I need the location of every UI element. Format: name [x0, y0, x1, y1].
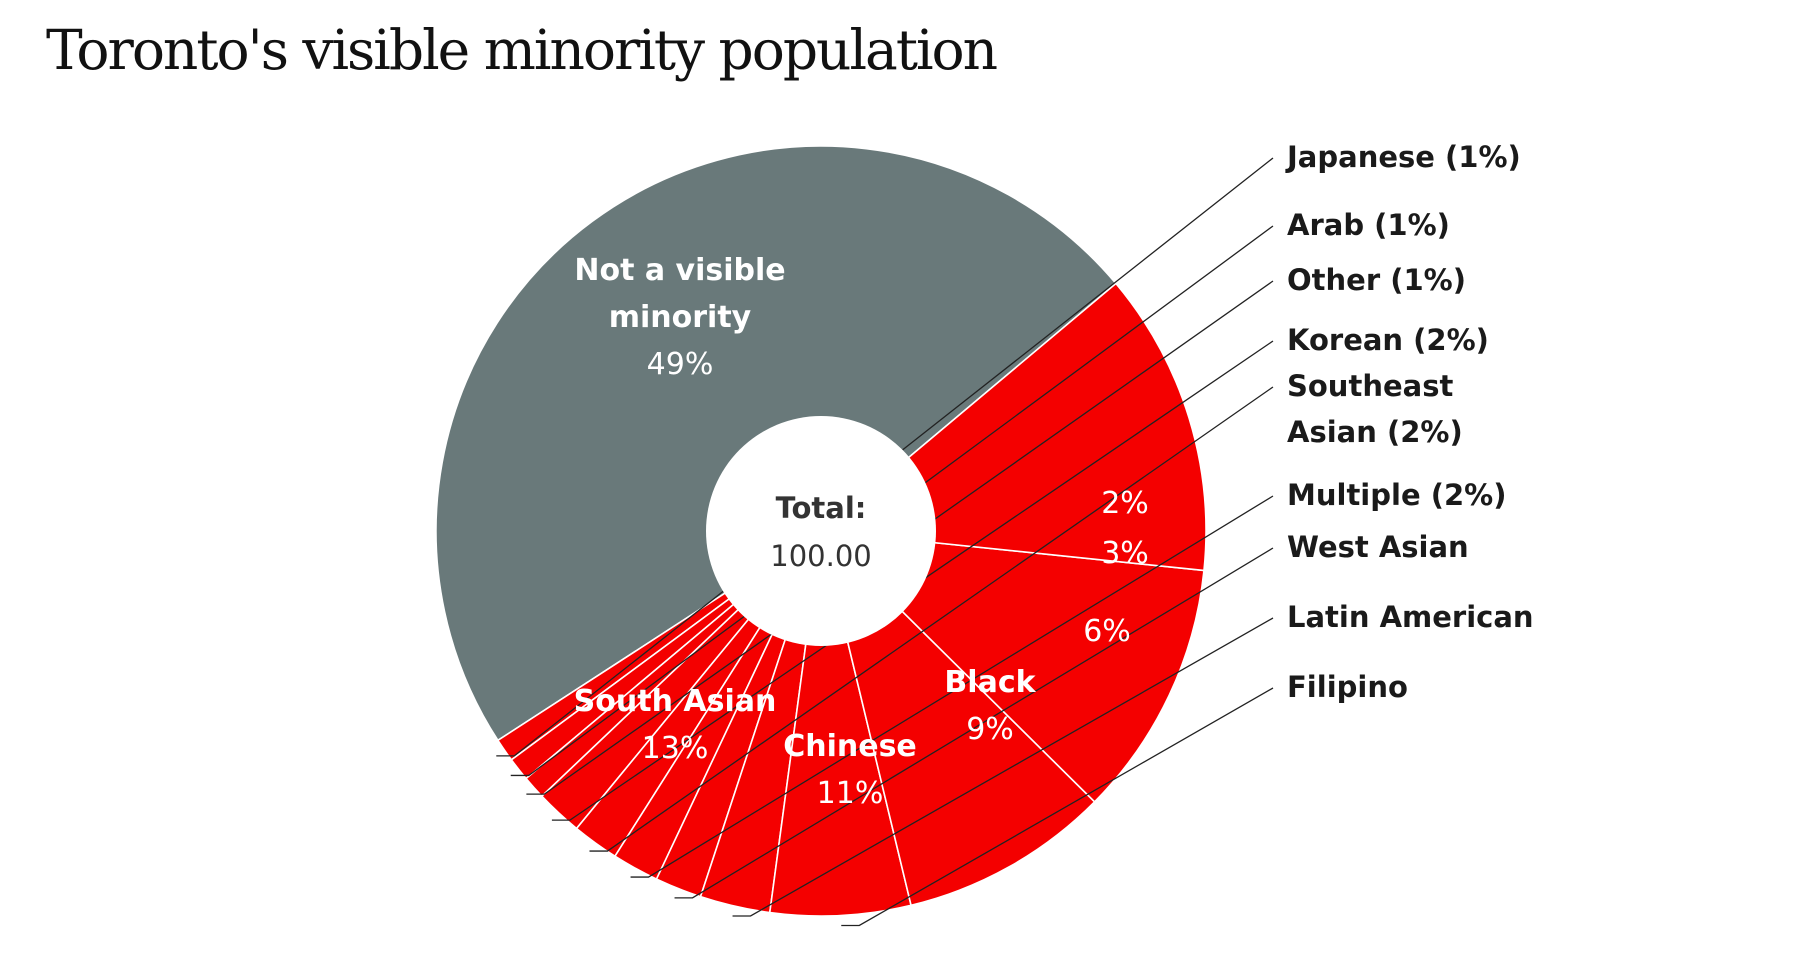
slice-label-black: Black: [944, 665, 1036, 700]
slice-label-not-a-visible-minority: Not a visible: [574, 253, 785, 288]
outside-label-arab: Arab (1%): [1287, 208, 1450, 242]
outside-label-southeast-asian: Southeast: [1287, 369, 1453, 403]
leader-line-filipino: [841, 687, 1274, 927]
outside-label-other: Other (1%): [1287, 263, 1466, 297]
leader-line-group: [496, 157, 1274, 927]
outside-label-west-asian: West Asian: [1287, 530, 1469, 564]
label-group: Not a visible minority 49% Japanese (1%) Ara…: [574, 140, 1534, 811]
leader-line-multiple: [630, 495, 1274, 878]
outside-label-latin-american: Latin American: [1287, 600, 1534, 634]
slice-label-south-asian: South Asian: [574, 684, 777, 719]
slice-label-not-a-visible-minority: minority: [609, 300, 752, 335]
slice-value-black: 9%: [966, 712, 1014, 747]
leader-line-west-asian: [674, 547, 1274, 899]
slice-value-filipino: 6%: [1083, 614, 1131, 649]
outside-label-multiple: Multiple (2%): [1287, 478, 1506, 512]
outside-label-southeast-asian: Asian (2%): [1287, 415, 1463, 449]
slice-value-chinese: 11%: [817, 776, 884, 811]
center-heading: Total:: [776, 491, 867, 525]
chart-title: Toronto's visible minority population: [46, 18, 998, 82]
outside-label-korean: Korean (2%): [1287, 323, 1489, 357]
slice-value-south-asian: 13%: [642, 731, 709, 766]
slice-value-latin-american: 3%: [1101, 536, 1149, 571]
leader-line-japanese: [496, 157, 1274, 757]
slice-value-west-asian: 2%: [1101, 486, 1149, 521]
slice-label-chinese: Chinese: [783, 729, 917, 764]
leader-line-arab: [510, 225, 1274, 777]
leader-line-latin-american: [732, 617, 1274, 917]
outside-label-japanese: Japanese (1%): [1285, 140, 1521, 174]
leader-line-korean: [551, 340, 1274, 821]
slice-filipino: [768, 530, 913, 917]
leader-line-southeast-asian: [589, 386, 1274, 852]
leader-line-other: [526, 280, 1274, 795]
slice-value-not-a-visible-minority: 49%: [647, 347, 714, 382]
center-value: 100.00: [770, 539, 871, 573]
slice-black: [819, 528, 1096, 907]
outside-label-filipino: Filipino: [1287, 670, 1408, 704]
donut-hole: [706, 416, 936, 646]
